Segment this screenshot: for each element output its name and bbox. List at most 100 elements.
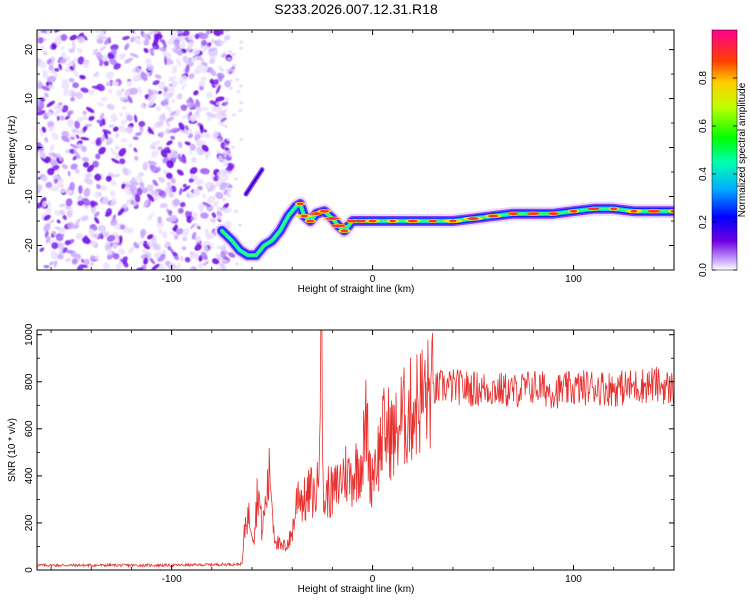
noise-blob — [154, 74, 162, 80]
noise-blob — [176, 93, 183, 100]
noise-blob — [138, 120, 146, 127]
noise-blob — [50, 69, 55, 74]
noise-blob — [134, 193, 141, 203]
noise-blob — [150, 190, 159, 196]
noise-blob — [168, 128, 178, 133]
noise-blob — [58, 249, 64, 256]
noise-blob — [86, 106, 95, 114]
noise-blob — [216, 214, 223, 220]
noise-blob — [206, 30, 212, 35]
noise-blob — [63, 82, 70, 90]
noise-blob — [122, 181, 132, 185]
noise-blob — [157, 146, 163, 151]
noise-blob — [203, 133, 212, 139]
noise-blob — [109, 190, 116, 197]
noise-blob — [188, 150, 193, 155]
noise-blob — [108, 124, 115, 128]
noise-blob — [61, 130, 70, 138]
track-hotspot — [296, 202, 304, 206]
noise-blob — [146, 240, 157, 245]
colorbar-ticks: 0.0 0.2 0.4 0.6 0.8 — [698, 71, 737, 277]
noise-blob — [222, 162, 229, 167]
y-tick-label: 0 — [24, 567, 35, 573]
noise-blob — [84, 177, 94, 185]
noise-blob — [182, 228, 190, 237]
noise-blob — [196, 64, 203, 74]
noise-blob — [68, 48, 76, 53]
noise-blob — [182, 183, 187, 188]
noise-blob — [53, 178, 58, 184]
noise-blob — [40, 156, 49, 164]
noise-blob — [167, 246, 172, 251]
noise-blob — [81, 157, 90, 162]
noise-blob — [82, 115, 88, 121]
noise-blob — [196, 147, 204, 156]
noise-blob — [56, 157, 60, 162]
track-hotspot — [306, 219, 315, 223]
track-hotspot — [508, 212, 519, 216]
noise-blob — [124, 43, 130, 51]
noise-blob — [206, 232, 216, 240]
noise-blob — [160, 149, 168, 158]
noise-blob — [217, 254, 222, 258]
noise-blob — [75, 232, 82, 239]
y-tick-label: -20 — [24, 238, 35, 253]
noise-blob — [60, 178, 64, 183]
noise-blob — [140, 228, 147, 236]
noise-blob — [197, 122, 202, 127]
track-hotspot — [340, 229, 349, 233]
noise-blob — [82, 35, 88, 41]
noise-blob — [166, 181, 172, 187]
noise-blob — [110, 44, 119, 51]
noise-blob — [83, 59, 89, 69]
spectrogram-x-label: Height of straight line (km) — [298, 284, 415, 295]
noise-blob — [232, 113, 237, 117]
noise-blob — [163, 94, 169, 100]
noise-blob — [43, 50, 48, 56]
noise-blob — [69, 181, 75, 191]
noise-blob — [51, 252, 59, 260]
noise-blob — [171, 87, 175, 93]
noise-blob — [37, 110, 46, 116]
noise-blob — [206, 112, 216, 118]
noise-blob — [137, 187, 143, 195]
noise-blob — [118, 124, 127, 134]
noise-region — [37, 30, 244, 270]
noise-blob — [163, 86, 168, 92]
noise-blob — [69, 143, 79, 149]
noise-blob — [223, 124, 228, 128]
noise-blob — [159, 39, 166, 44]
noise-blob — [216, 138, 221, 142]
noise-blob — [157, 90, 162, 95]
noise-blob — [41, 30, 47, 34]
noise-blob — [103, 60, 109, 67]
noise-blob — [37, 184, 43, 193]
noise-blob — [81, 215, 89, 222]
noise-blob — [193, 90, 199, 96]
noise-blob — [215, 267, 220, 270]
noise-blob — [131, 177, 137, 183]
noise-blob — [59, 115, 65, 121]
noise-blob — [113, 63, 121, 70]
noise-blob — [216, 171, 224, 178]
noise-blob — [150, 165, 159, 174]
noise-blob — [47, 200, 52, 208]
noise-blob — [95, 183, 101, 190]
noise-blob — [42, 200, 47, 207]
noise-blob — [182, 185, 191, 192]
noise-blob — [118, 235, 123, 244]
noise-blob — [77, 144, 83, 149]
noise-blob — [130, 36, 136, 43]
noise-blob — [189, 167, 198, 175]
noise-blob — [72, 40, 76, 50]
noise-blob — [143, 39, 150, 46]
noise-blob — [212, 130, 218, 140]
noise-blob — [50, 159, 58, 167]
noise-blob — [85, 173, 92, 178]
noise-blob — [97, 232, 103, 240]
noise-blob — [223, 188, 230, 196]
noise-blob — [211, 105, 217, 112]
track-hotspot — [389, 219, 396, 223]
noise-blob — [160, 131, 164, 138]
noise-blob — [54, 36, 62, 46]
